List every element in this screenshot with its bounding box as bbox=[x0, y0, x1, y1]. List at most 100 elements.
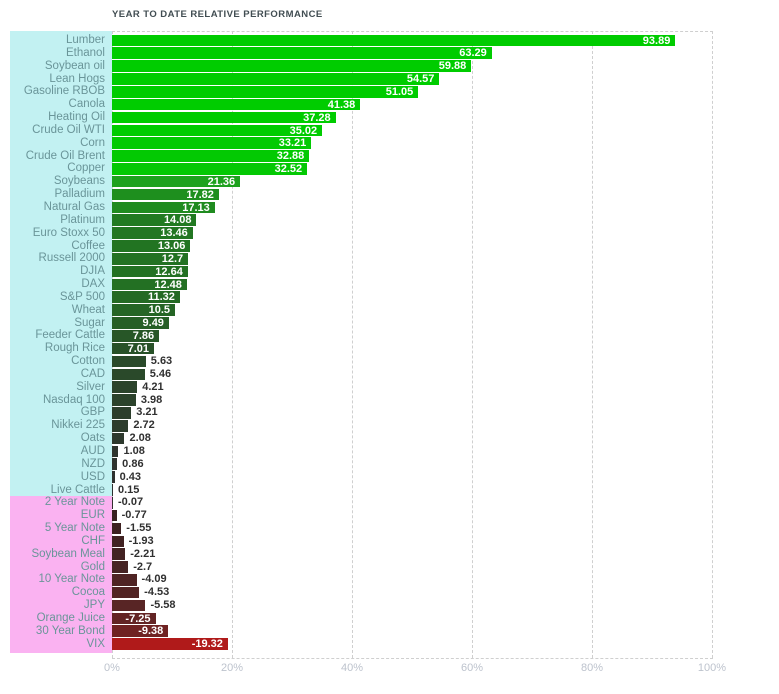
bar[interactable] bbox=[112, 394, 136, 406]
bar[interactable] bbox=[112, 509, 117, 522]
bar[interactable]: 12.7 bbox=[112, 252, 189, 265]
bar[interactable]: 54.57 bbox=[112, 73, 440, 85]
bar[interactable]: 12.48 bbox=[112, 278, 187, 291]
bar[interactable]: 32.88 bbox=[112, 150, 310, 162]
bar[interactable] bbox=[112, 574, 137, 586]
chart-row: Feeder Cattle 7.86 bbox=[10, 329, 770, 342]
bar-value: 7.01 bbox=[127, 342, 150, 355]
bar-value: 13.46 bbox=[160, 227, 188, 240]
bar[interactable]: 11.32 bbox=[112, 291, 180, 303]
category-label: Crude Oil Brent bbox=[25, 149, 105, 162]
bar-track: -2.7 bbox=[112, 561, 770, 574]
category-label: S&P 500 bbox=[59, 290, 105, 303]
category-label: GBP bbox=[80, 406, 105, 419]
bar[interactable] bbox=[112, 522, 122, 535]
category-label: DAX bbox=[81, 278, 105, 291]
bar-value: -1.93 bbox=[128, 534, 154, 547]
bar[interactable] bbox=[112, 368, 145, 381]
chart-row: Silver 4.21 bbox=[10, 381, 770, 394]
category-label: Gold bbox=[80, 560, 105, 573]
category-label: Nasdaq 100 bbox=[42, 393, 105, 406]
bar[interactable]: 12.64 bbox=[112, 265, 188, 278]
bar-value: 7.86 bbox=[132, 330, 155, 342]
bar[interactable] bbox=[112, 471, 115, 483]
bar-track: 35.02 bbox=[112, 124, 770, 137]
bar[interactable] bbox=[112, 381, 138, 393]
bar[interactable]: -9.38 bbox=[112, 625, 169, 638]
gridline bbox=[472, 31, 473, 658]
bar[interactable]: 17.13 bbox=[112, 201, 215, 214]
bar[interactable]: 13.06 bbox=[112, 240, 191, 252]
category-label: Euro Stoxx 50 bbox=[32, 226, 105, 239]
bar-track: 3.21 bbox=[112, 406, 770, 419]
chart-row: Soybean Meal -2.21 bbox=[10, 548, 770, 561]
bar[interactable]: 14.08 bbox=[112, 214, 197, 226]
bar[interactable] bbox=[112, 535, 124, 548]
bar-track: 5.46 bbox=[112, 368, 770, 381]
x-axis-tick: 80% bbox=[580, 662, 604, 674]
category-label: USD bbox=[80, 470, 105, 483]
bar[interactable] bbox=[112, 561, 129, 573]
bar[interactable] bbox=[112, 407, 132, 419]
bar[interactable] bbox=[112, 355, 146, 368]
bar[interactable] bbox=[112, 484, 113, 496]
bar[interactable] bbox=[112, 432, 125, 445]
gridline bbox=[232, 31, 233, 658]
bar[interactable]: 7.01 bbox=[112, 342, 155, 355]
bar[interactable] bbox=[112, 599, 146, 612]
bar-track: 12.64 bbox=[112, 265, 770, 278]
bar[interactable]: 9.49 bbox=[112, 317, 169, 329]
category-label: Cotton bbox=[71, 355, 105, 368]
category-label: Rough Rice bbox=[44, 342, 105, 355]
bar-value: 2.72 bbox=[133, 419, 155, 432]
chart-row: Natural Gas 17.13 bbox=[10, 201, 770, 214]
gridline bbox=[352, 31, 353, 658]
bar[interactable]: 33.21 bbox=[112, 137, 312, 150]
bar[interactable]: 21.36 bbox=[112, 175, 241, 188]
bar[interactable]: 10.5 bbox=[112, 304, 175, 316]
bar[interactable]: 17.82 bbox=[112, 188, 219, 201]
category-label: Palladium bbox=[54, 188, 106, 201]
bar-value: -9.38 bbox=[138, 625, 164, 638]
bar[interactable]: 93.89 bbox=[112, 34, 676, 47]
bar-value: 10.5 bbox=[148, 304, 170, 317]
bar[interactable]: 13.46 bbox=[112, 227, 193, 239]
category-label: Crude Oil WTI bbox=[32, 123, 105, 136]
chart-row: 10 Year Note -4.09 bbox=[10, 573, 770, 586]
bar-value: -0.07 bbox=[118, 496, 144, 509]
bar[interactable] bbox=[112, 496, 113, 509]
bar-track: -5.58 bbox=[112, 599, 770, 612]
bar-rows: Lumber 93.89 Ethanol 63.29 Soybean oil 59.88 L… bbox=[10, 34, 770, 651]
bar-value: 37.28 bbox=[303, 111, 331, 124]
bar[interactable]: 59.88 bbox=[112, 60, 472, 72]
bar-track: 17.13 bbox=[112, 201, 770, 214]
bar-value: -2.7 bbox=[133, 560, 153, 573]
bar-track: -0.77 bbox=[112, 509, 770, 522]
bar[interactable] bbox=[112, 586, 140, 599]
chart-row: 5 Year Note -1.55 bbox=[10, 522, 770, 535]
bar-value: 51.05 bbox=[385, 85, 414, 98]
bar[interactable]: 41.38 bbox=[112, 98, 361, 111]
bar[interactable] bbox=[112, 419, 129, 432]
category-label: 5 Year Note bbox=[44, 522, 105, 535]
bar[interactable]: 35.02 bbox=[112, 124, 323, 137]
bar[interactable]: 37.28 bbox=[112, 111, 336, 124]
bar[interactable]: 32.52 bbox=[112, 163, 308, 175]
positive-labels-background bbox=[10, 31, 112, 496]
bar[interactable]: 7.86 bbox=[112, 330, 160, 342]
bar[interactable]: -19.32 bbox=[112, 638, 228, 650]
bar-track: 17.82 bbox=[112, 188, 770, 201]
chart-row: Rough Rice 7.01 bbox=[10, 342, 770, 355]
bar-value: 33.21 bbox=[278, 137, 307, 150]
chart-row: Nasdaq 100 3.98 bbox=[10, 394, 770, 407]
bar[interactable] bbox=[112, 458, 118, 471]
bar-track: 11.32 bbox=[112, 291, 770, 304]
bar-track: 14.08 bbox=[112, 214, 770, 227]
bar[interactable]: -7.25 bbox=[112, 612, 156, 625]
bar[interactable]: 51.05 bbox=[112, 85, 419, 98]
category-label: 10 Year Note bbox=[38, 573, 105, 586]
category-label: 30 Year Bond bbox=[35, 624, 105, 637]
bar[interactable] bbox=[112, 548, 126, 560]
bar[interactable]: 63.29 bbox=[112, 47, 492, 59]
bar[interactable] bbox=[112, 445, 119, 458]
